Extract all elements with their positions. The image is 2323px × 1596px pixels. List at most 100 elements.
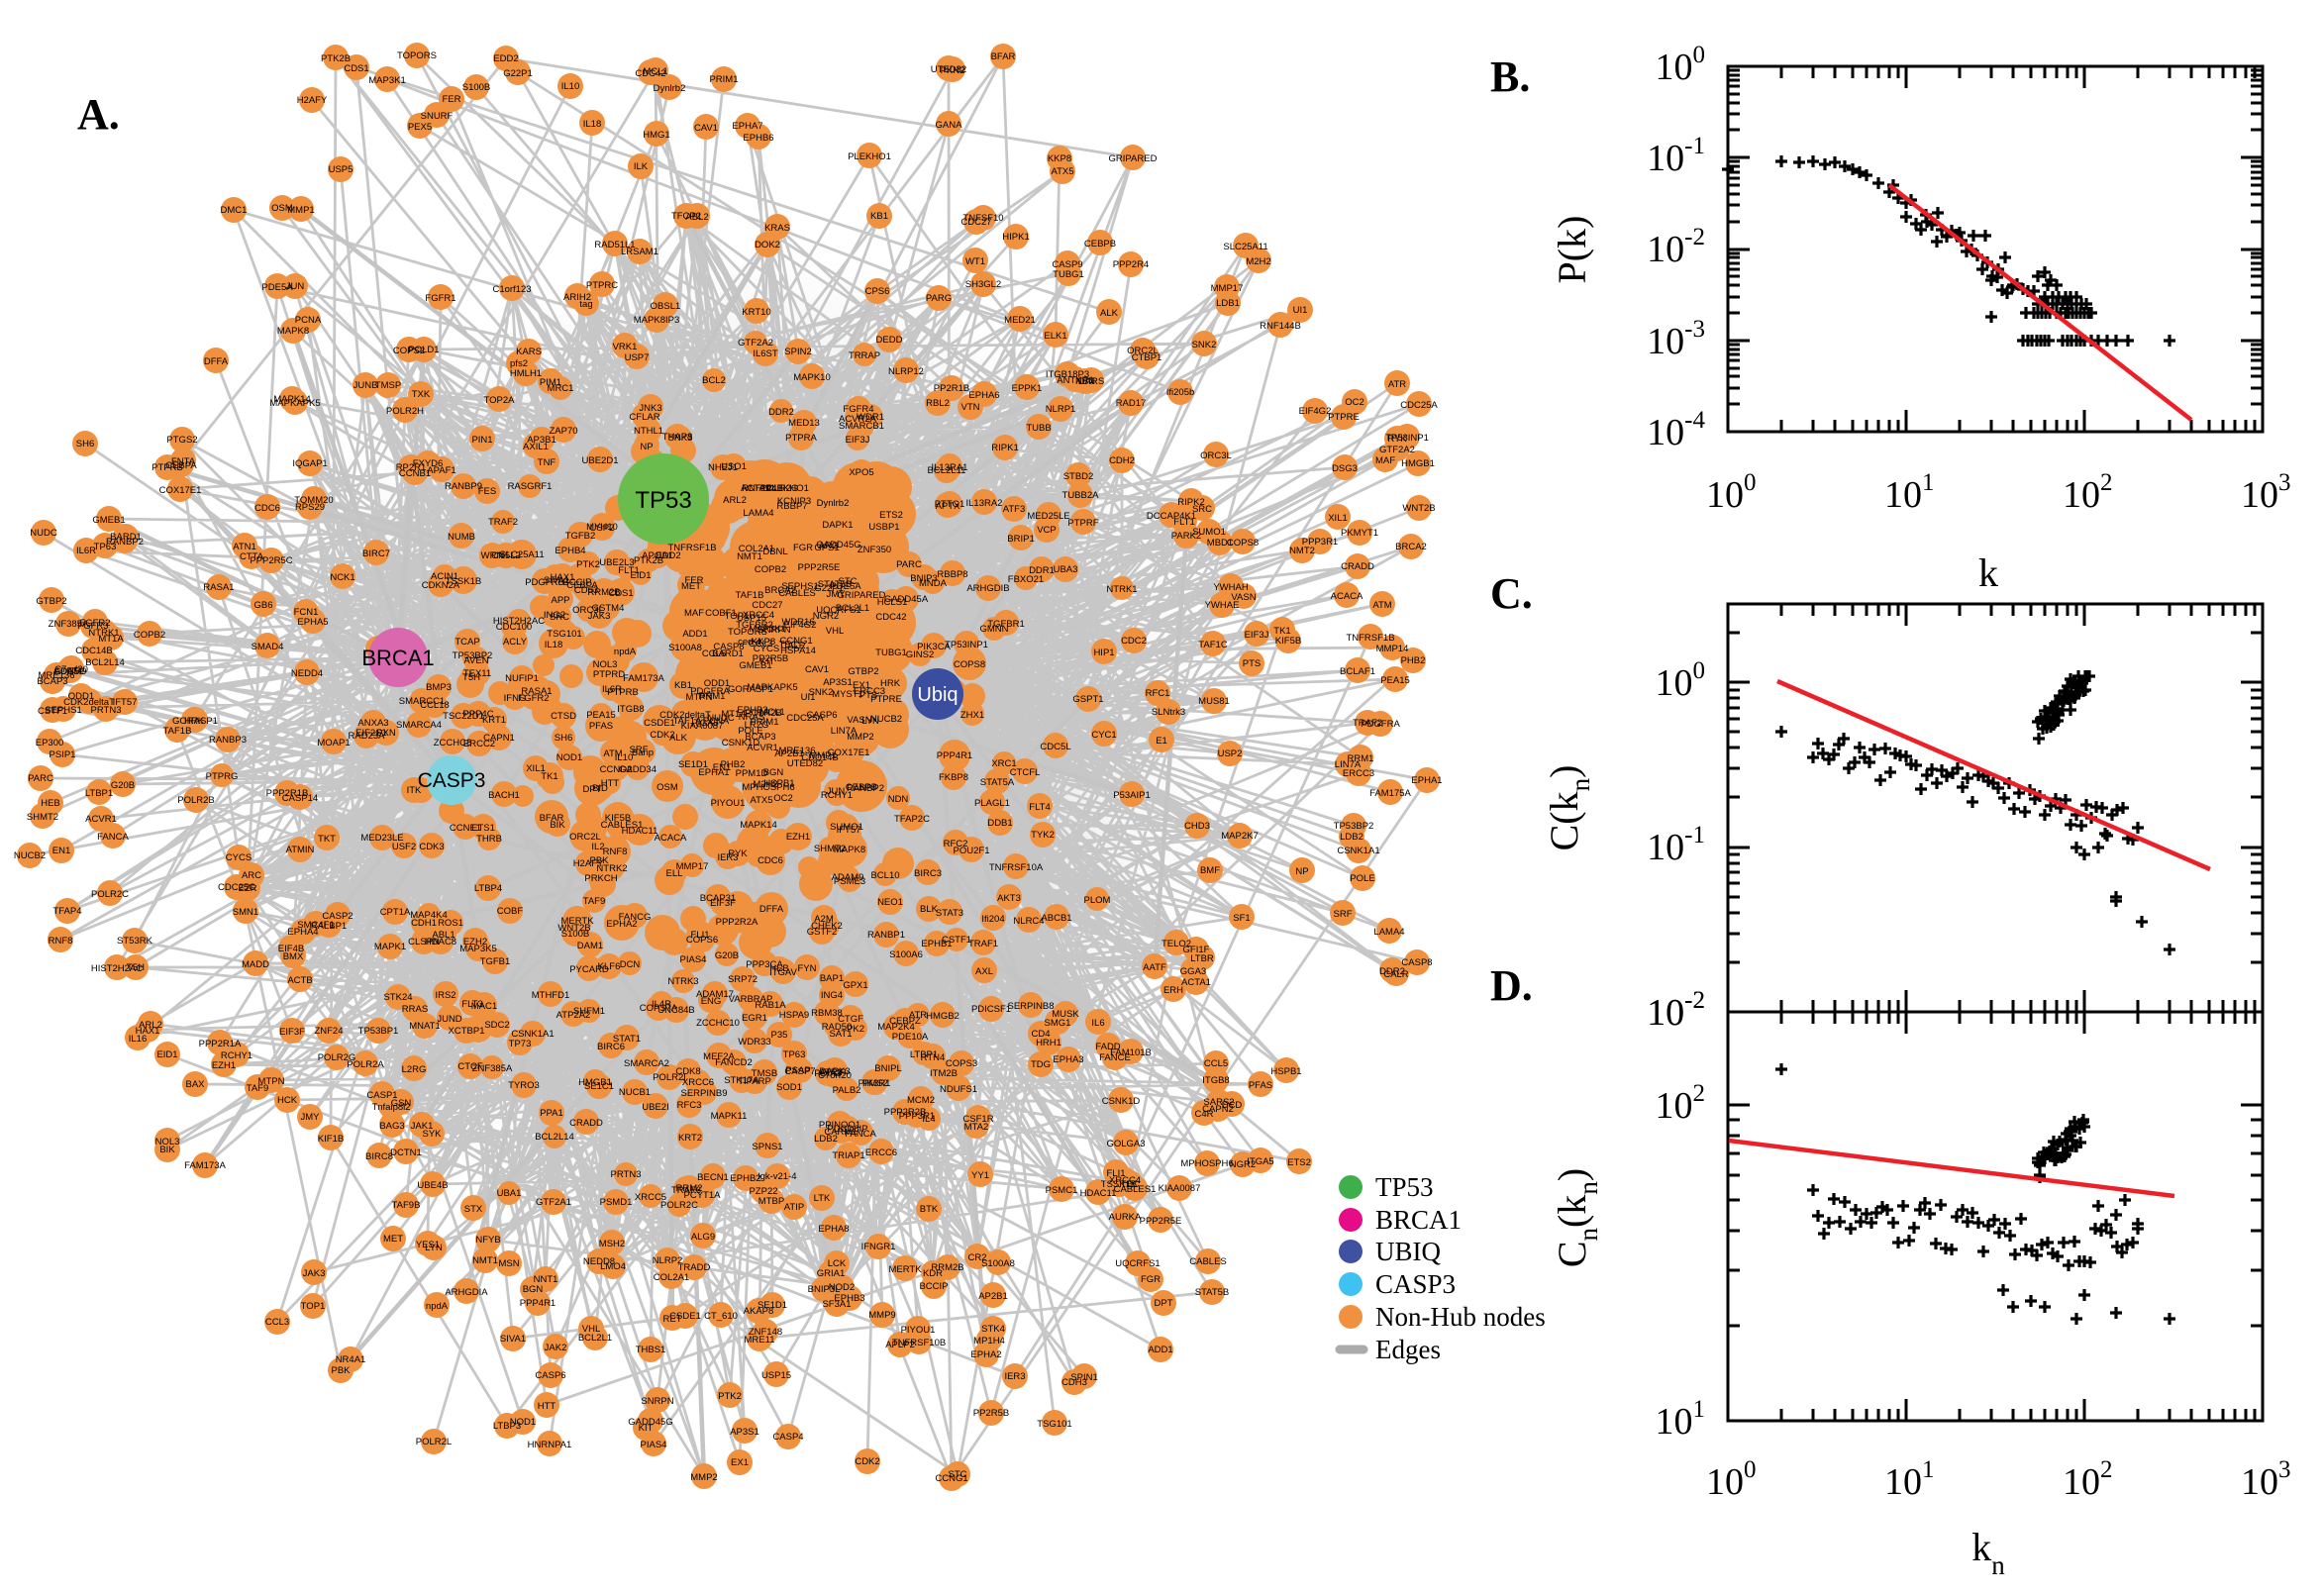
svg-text:MMP9: MMP9: [868, 1310, 895, 1321]
svg-text:LTBP1: LTBP1: [910, 1049, 938, 1060]
svg-text:KIF1B: KIF1B: [318, 1134, 344, 1145]
svg-text:LIN7A: LIN7A: [1335, 759, 1362, 770]
svg-text:KDR: KDR: [923, 1268, 943, 1279]
svg-text:APP: APP: [551, 595, 569, 606]
svg-text:USP2: USP2: [1218, 748, 1243, 759]
svg-text:DDR2: DDR2: [1379, 966, 1405, 977]
svg-text:SRF: SRF: [1334, 909, 1353, 920]
svg-text:COPB2: COPB2: [755, 564, 786, 575]
svg-text:MT1A: MT1A: [98, 634, 124, 645]
svg-text:CASP14: CASP14: [282, 793, 318, 804]
svg-text:POLR2B: POLR2B: [745, 708, 782, 719]
svg-text:CD53: CD53: [574, 585, 598, 596]
svg-text:TK1: TK1: [1273, 626, 1290, 637]
svg-text:Ifi205b: Ifi205b: [1166, 387, 1195, 398]
svg-text:IL10: IL10: [615, 752, 634, 763]
svg-text:HSPA14: HSPA14: [780, 646, 816, 656]
svg-text:AATF: AATF: [1143, 962, 1166, 973]
svg-text:VCP: VCP: [1037, 525, 1057, 536]
svg-text:HIP1: HIP1: [1093, 648, 1114, 658]
svg-text:LRSAM1: LRSAM1: [621, 247, 658, 257]
svg-text:MET: MET: [681, 581, 701, 592]
svg-text:COPS3: COPS3: [946, 1058, 977, 1069]
svg-text:CTCF: CTCF: [457, 1061, 483, 1072]
svg-text:PBK: PBK: [589, 855, 609, 866]
svg-text:FGFR4: FGFR4: [843, 404, 873, 415]
svg-text:UNC84B: UNC84B: [657, 1005, 695, 1016]
svg-text:ITK: ITK: [407, 785, 422, 796]
svg-text:JMY: JMY: [301, 1112, 321, 1123]
svg-text:AP2B1: AP2B1: [774, 748, 804, 759]
svg-text:COBF: COBF: [497, 906, 524, 917]
svg-text:ADAM17: ADAM17: [696, 989, 734, 1000]
svg-text:CSNK1D: CSNK1D: [722, 738, 760, 748]
svg-text:BCCIP: BCCIP: [919, 1281, 948, 1292]
svg-text:FGFR2: FGFR2: [79, 618, 110, 629]
svg-text:EIF3F: EIF3F: [279, 1027, 305, 1038]
svg-text:MAP3K1: MAP3K1: [368, 75, 406, 86]
svg-text:SDC2: SDC2: [484, 1020, 509, 1031]
svg-text:CCL18: CCL18: [420, 700, 450, 711]
svg-text:AP3S1: AP3S1: [730, 1427, 759, 1438]
svg-text:JMY: JMY: [827, 589, 847, 600]
svg-text:PP2R5B: PP2R5B: [753, 653, 788, 664]
svg-text:PPM1D: PPM1D: [736, 768, 768, 779]
svg-text:MCM2: MCM2: [907, 1095, 935, 1106]
svg-text:ETS1: ETS1: [471, 823, 495, 834]
svg-text:PSMD1: PSMD1: [600, 1197, 633, 1208]
svg-text:TOP1: TOP1: [725, 611, 750, 622]
svg-text:Non-Hub nodes: Non-Hub nodes: [1375, 1302, 1546, 1332]
svg-text:SIVA1: SIVA1: [544, 575, 569, 586]
svg-text:ADAM9: ADAM9: [832, 872, 864, 883]
svg-text:CCNG1: CCNG1: [935, 1473, 967, 1484]
svg-text:RPS29: RPS29: [295, 502, 325, 513]
svg-text:ZNF148: ZNF148: [749, 1327, 782, 1338]
svg-text:GINS2: GINS2: [906, 649, 935, 660]
svg-text:ALK: ALK: [669, 733, 688, 744]
svg-text:GRIPARED: GRIPARED: [1109, 153, 1158, 164]
svg-text:STAT5B: STAT5B: [818, 579, 853, 590]
svg-text:PPP4R1: PPP4R1: [937, 750, 972, 761]
svg-text:PPP3R1: PPP3R1: [899, 1111, 935, 1122]
svg-text:NTHL1: NTHL1: [634, 426, 663, 437]
svg-text:TP53: TP53: [635, 487, 691, 514]
svg-text:CDC25C: CDC25C: [218, 882, 255, 893]
svg-text:DOK2: DOK2: [755, 240, 780, 250]
svg-text:PTPRE: PTPRE: [1328, 412, 1360, 423]
svg-text:THRB: THRB: [476, 834, 502, 845]
svg-text:CEBPA: CEBPA: [566, 580, 598, 591]
svg-text:SERPINB9: SERPINB9: [681, 1088, 728, 1099]
svg-text:TGFB2: TGFB2: [565, 531, 596, 542]
svg-text:GSTM4: GSTM4: [592, 603, 625, 614]
svg-text:CR2: CR2: [967, 1252, 986, 1263]
svg-text:MUS81: MUS81: [1198, 696, 1230, 707]
svg-text:BCAP3: BCAP3: [37, 676, 67, 687]
svg-text:PRTN3: PRTN3: [611, 1169, 642, 1180]
svg-text:XIL1: XIL1: [1328, 513, 1348, 524]
svg-text:KRT1: KRT1: [482, 715, 506, 726]
svg-text:CTBP1: CTBP1: [1132, 352, 1162, 363]
svg-text:BAX: BAX: [185, 1079, 205, 1090]
svg-text:S100B: S100B: [462, 82, 491, 93]
svg-text:CABLES1: CABLES1: [601, 820, 644, 831]
svg-text:ARG: ARG: [819, 541, 840, 551]
svg-text:GADD45A: GADD45A: [884, 594, 929, 605]
svg-text:CDC42: CDC42: [635, 68, 665, 79]
svg-text:POLR2G: POLR2G: [318, 1052, 356, 1063]
svg-text:CDK2deltaT: CDK2deltaT: [659, 710, 711, 721]
svg-text:STBD2: STBD2: [1063, 471, 1094, 482]
svg-text:FANCD2: FANCD2: [715, 1057, 752, 1068]
svg-text:HMGB2: HMGB2: [926, 1011, 960, 1022]
svg-text:IL13RA2: IL13RA2: [966, 498, 1003, 509]
svg-text:JAK3: JAK3: [303, 1268, 326, 1279]
svg-text:EPHA6: EPHA6: [968, 390, 999, 401]
svg-text:ACVR1: ACVR1: [747, 743, 778, 753]
svg-text:ATX5: ATX5: [750, 795, 772, 806]
svg-text:CABLES: CABLES: [778, 588, 816, 599]
svg-text:SE1C1: SE1C1: [584, 1081, 614, 1092]
svg-text:BID: BID: [592, 783, 608, 794]
svg-text:ERCC2: ERCC2: [463, 739, 495, 749]
svg-text:CDK2: CDK2: [855, 1456, 879, 1467]
svg-text:Dynlrb2: Dynlrb2: [654, 83, 686, 94]
svg-text:RNF8: RNF8: [49, 936, 73, 947]
